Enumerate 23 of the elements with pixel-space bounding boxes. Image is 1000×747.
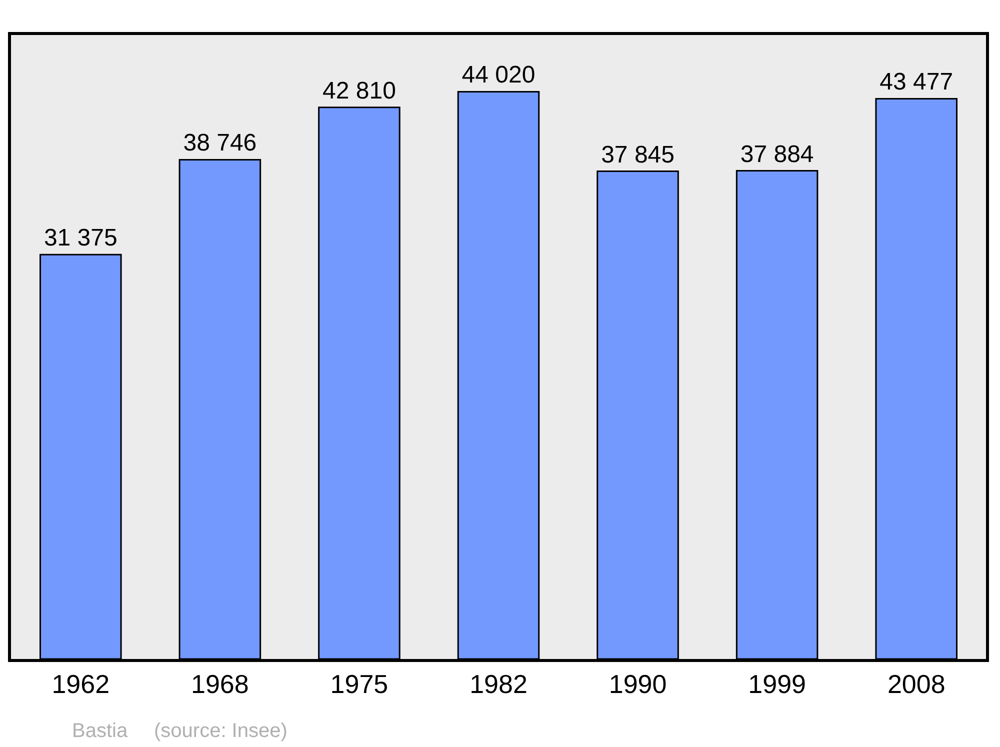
bar [736, 170, 818, 659]
x-tick-label: 2008 [887, 669, 946, 700]
bar [875, 98, 958, 659]
x-tick-label: 1975 [330, 669, 388, 700]
data-label: 31 375 [44, 224, 118, 252]
bar [178, 158, 262, 659]
bar [457, 90, 540, 659]
data-label: 37 884 [740, 140, 814, 168]
data-label: 42 810 [322, 77, 396, 104]
bar [318, 106, 400, 659]
x-tick-label: 1990 [608, 669, 667, 700]
bar [596, 170, 679, 659]
text: Bastia [72, 720, 128, 742]
bar [40, 254, 122, 659]
x-tick-label: 1999 [748, 669, 806, 700]
data-label: 37 845 [601, 141, 674, 168]
x-tick-label: 1982 [470, 669, 528, 700]
data-label: 43 477 [880, 68, 954, 96]
data-label: 38 746 [183, 130, 257, 157]
data-label: 44 020 [462, 62, 536, 89]
x-tick-label: 1968 [191, 669, 249, 700]
x-tick-label: 1962 [52, 669, 110, 700]
text: (source: Insee) [154, 720, 288, 742]
